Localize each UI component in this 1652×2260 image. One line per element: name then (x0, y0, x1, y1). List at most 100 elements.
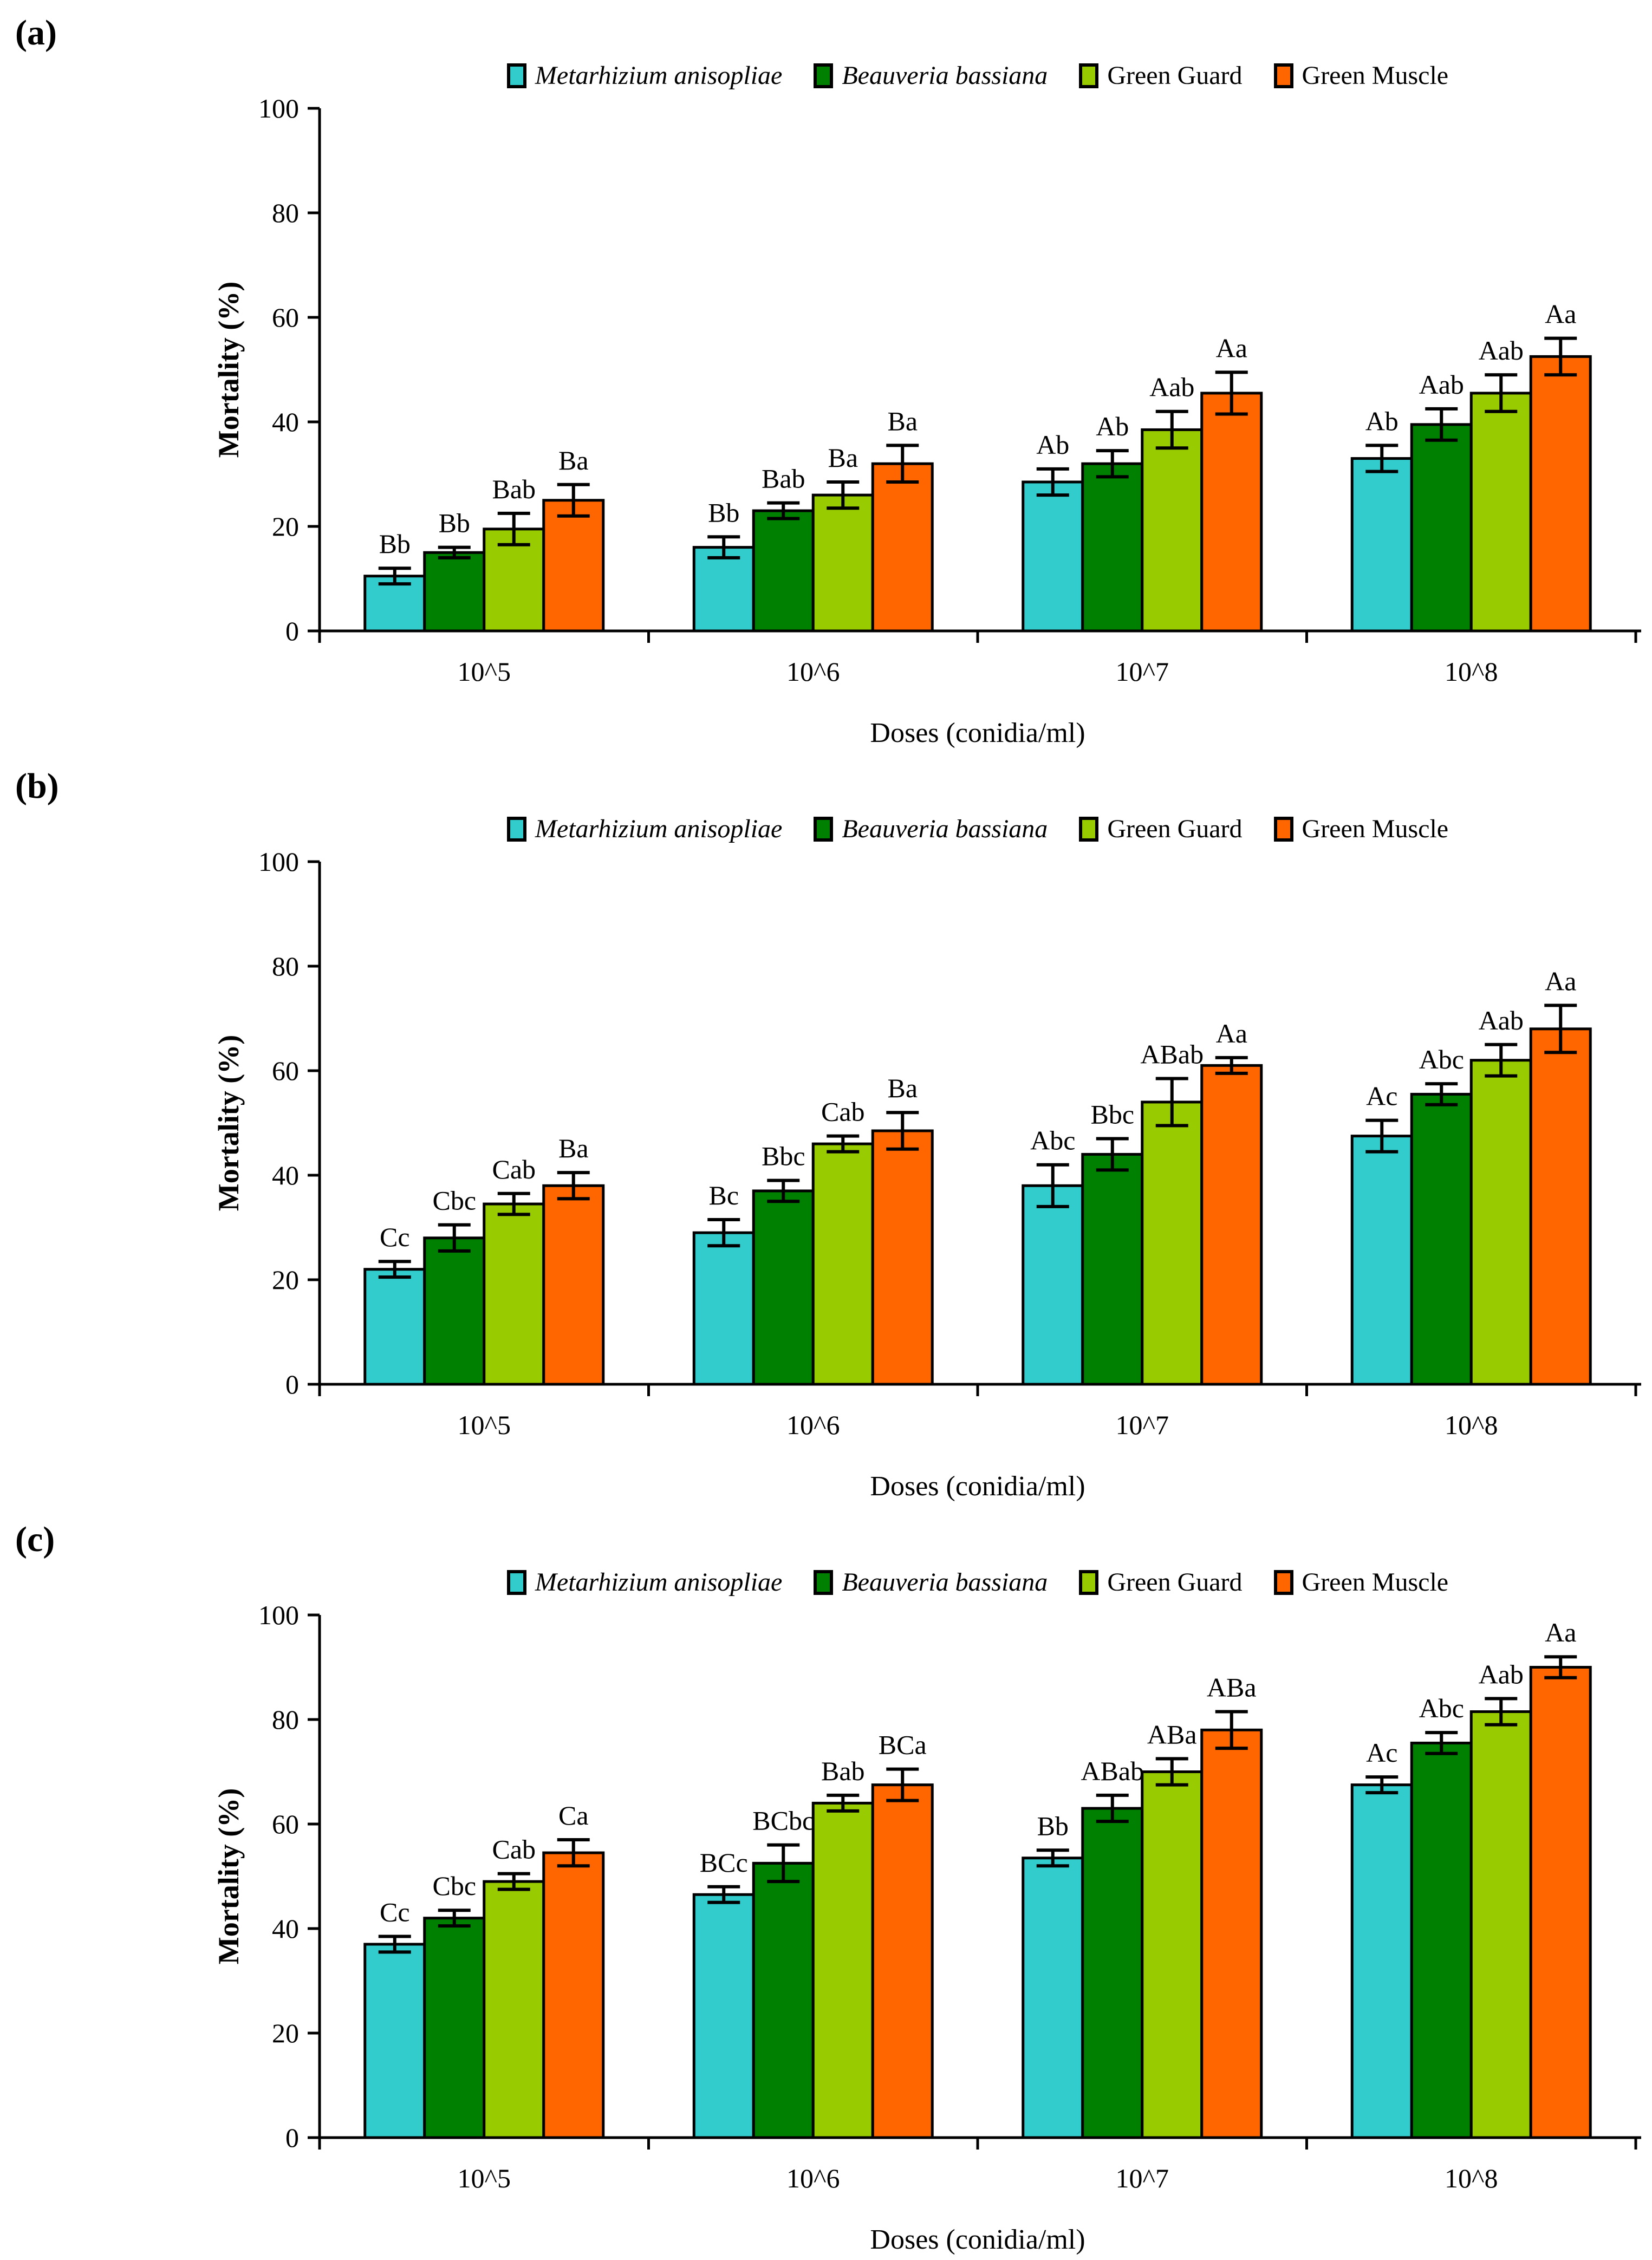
legend-swatch-icon-green-guard (1079, 1569, 1099, 1595)
bar-metarhizium-anisopliae-10-8 (1350, 1783, 1413, 2139)
x-category-label-10-8: 10^8 (1445, 1410, 1498, 1440)
sig-label-green-guard-10-5: Cab (492, 1154, 536, 1184)
y-tick-label-0: 0 (285, 1369, 299, 1399)
y-tick-label-60: 60 (272, 1056, 299, 1086)
sig-label-metarhizium-anisopliae-10-5: Cc (380, 1897, 410, 1927)
sig-label-metarhizium-anisopliae-10-5: Bb (379, 529, 411, 559)
sig-label-beauveria-bassiana-10-5: Cbc (432, 1871, 476, 1901)
bar-green-guard-10-6 (811, 493, 874, 633)
bar-metarhizium-anisopliae-10-7 (1022, 1184, 1084, 1386)
legend-item-green-guard: Green Guard (1079, 61, 1243, 90)
y-tick-label-60: 60 (272, 1809, 299, 1839)
legend-label-green-guard: Green Guard (1107, 815, 1243, 843)
bar-green-muscle-10-7 (1200, 392, 1263, 633)
y-tick-label-40: 40 (272, 407, 299, 437)
legend-label-green-guard: Green Guard (1107, 61, 1243, 90)
legend-item-beauveria-bassiana: Beauveria bassiana (814, 814, 1048, 844)
y-tick-label-40: 40 (272, 1160, 299, 1190)
bar-beauveria-bassiana-10-5 (423, 1236, 486, 1386)
sig-label-metarhizium-anisopliae-10-6: Bb (708, 497, 739, 527)
panel-b: (b) 0 20 40 60 80 100 Cc Bc Abc Ac Cbc Bbc Bbc Abc Cab… (0, 753, 1652, 1507)
panel-a: (a) 0 20 40 60 80 100 Bb Bb Ab Ab Bb Bab Ab Aab Bab Ba A… (0, 0, 1652, 753)
y-tick-label-60: 60 (272, 302, 299, 333)
sig-label-green-guard-10-7: ABab (1140, 1039, 1204, 1069)
bar-green-guard-10-5 (483, 1202, 545, 1386)
bar-beauveria-bassiana-10-6 (752, 1861, 815, 2139)
sig-label-green-guard-10-5: Bab (492, 474, 536, 504)
sig-label-beauveria-bassiana-10-5: Cbc (432, 1186, 476, 1216)
legend-swatch-icon-beauveria-bassiana (814, 63, 834, 88)
sig-label-metarhizium-anisopliae-10-8: Ab (1365, 406, 1399, 436)
sig-label-green-guard-10-6: Bab (821, 1756, 865, 1786)
chart-b-legend: Metarhizium anisopliae Beauveria bassiana… (320, 814, 1636, 844)
sig-label-green-muscle-10-6: BCa (879, 1730, 927, 1760)
bar-green-muscle-10-8 (1529, 1666, 1592, 2139)
bar-green-muscle-10-8 (1529, 355, 1592, 633)
sig-label-beauveria-bassiana-10-5: Bb (439, 508, 470, 538)
y-tick-label-80: 80 (272, 1704, 299, 1735)
sig-label-green-guard-10-8: Aab (1479, 1659, 1524, 1689)
legend-label-beauveria-bassiana: Beauveria bassiana (842, 61, 1048, 90)
bar-green-muscle-10-7 (1200, 1064, 1263, 1386)
legend-swatch-icon-metarhizium-anisopliae (506, 1569, 526, 1595)
bar-green-guard-10-6 (811, 1801, 874, 2139)
legend-swatch-icon-beauveria-bassiana (814, 816, 834, 842)
legend-label-green-muscle: Green Muscle (1302, 815, 1449, 843)
bar-metarhizium-anisopliae-10-8 (1350, 1135, 1413, 1386)
legend-swatch-icon-green-muscle (1273, 816, 1293, 842)
y-tick-label-0: 0 (285, 2122, 299, 2153)
x-category-label-10-6: 10^6 (786, 656, 840, 687)
sig-label-green-muscle-10-6: Ba (887, 1073, 918, 1103)
legend-item-green-muscle: Green Muscle (1273, 814, 1449, 844)
bar-green-muscle-10-8 (1529, 1027, 1592, 1386)
bar-metarhizium-anisopliae-10-6 (692, 1231, 755, 1386)
bar-green-muscle-10-5 (542, 1184, 605, 1386)
bar-beauveria-bassiana-10-6 (752, 509, 815, 633)
bar-green-muscle-10-6 (871, 462, 934, 633)
x-axis-title: Doses (conidia/ml) (870, 1471, 1085, 1502)
bar-metarhizium-anisopliae-10-7 (1022, 480, 1084, 633)
legend-label-metarhizium-anisopliae: Metarhizium anisopliae (535, 815, 783, 843)
bar-beauveria-bassiana-10-7 (1081, 1807, 1144, 2139)
bar-metarhizium-anisopliae-10-7 (1022, 1857, 1084, 2139)
bar-beauveria-bassiana-10-5 (423, 1917, 486, 2139)
legend-item-metarhizium-anisopliae: Metarhizium anisopliae (506, 814, 783, 844)
bar-beauveria-bassiana-10-7 (1081, 1152, 1144, 1386)
sig-label-metarhizium-anisopliae-10-7: Abc (1030, 1125, 1075, 1156)
bar-green-guard-10-8 (1469, 1059, 1532, 1386)
bar-green-guard-10-8 (1469, 1710, 1532, 2139)
bar-metarhizium-anisopliae-10-5 (363, 1943, 426, 2139)
legend-item-green-muscle: Green Muscle (1273, 1567, 1449, 1597)
sig-label-metarhizium-anisopliae-10-5: Cc (380, 1222, 410, 1252)
sig-label-green-muscle-10-5: Ba (558, 445, 589, 476)
x-category-label-10-8: 10^8 (1445, 656, 1498, 687)
bar-metarhizium-anisopliae-10-5 (363, 575, 426, 633)
chart-a-legend: Metarhizium anisopliae Beauveria bassiana… (320, 61, 1636, 90)
legend-label-beauveria-bassiana: Beauveria bassiana (842, 1568, 1048, 1597)
bar-green-muscle-10-7 (1200, 1728, 1263, 2139)
x-category-label-10-8: 10^8 (1445, 2163, 1498, 2193)
sig-label-green-muscle-10-7: Aa (1216, 333, 1247, 363)
sig-label-green-muscle-10-5: Ba (558, 1133, 589, 1163)
legend-item-green-guard: Green Guard (1079, 1567, 1243, 1597)
sig-label-green-guard-10-7: ABa (1147, 1719, 1197, 1749)
legend-label-green-guard: Green Guard (1107, 1568, 1243, 1597)
y-tick-label-0: 0 (285, 616, 299, 646)
x-category-label-10-6: 10^6 (786, 2163, 840, 2193)
bar-green-guard-10-5 (483, 1880, 545, 2139)
sig-label-green-guard-10-8: Aab (1479, 335, 1524, 366)
bar-metarhizium-anisopliae-10-8 (1350, 457, 1413, 633)
legend-label-green-muscle: Green Muscle (1302, 1568, 1449, 1597)
sig-label-green-muscle-10-8: Aa (1545, 299, 1576, 329)
bar-beauveria-bassiana-10-7 (1081, 462, 1144, 633)
x-category-label-10-7: 10^7 (1116, 656, 1169, 687)
bar-green-guard-10-7 (1141, 1100, 1204, 1386)
sig-label-beauveria-bassiana-10-6: Bab (762, 464, 805, 494)
bar-metarhizium-anisopliae-10-6 (692, 546, 755, 633)
bar-green-muscle-10-6 (871, 1783, 934, 2139)
x-category-label-10-5: 10^5 (458, 2163, 511, 2193)
y-tick-label-100: 100 (258, 846, 299, 877)
sig-label-beauveria-bassiana-10-8: Abc (1419, 1044, 1464, 1074)
y-tick-label-20: 20 (272, 2018, 299, 2048)
